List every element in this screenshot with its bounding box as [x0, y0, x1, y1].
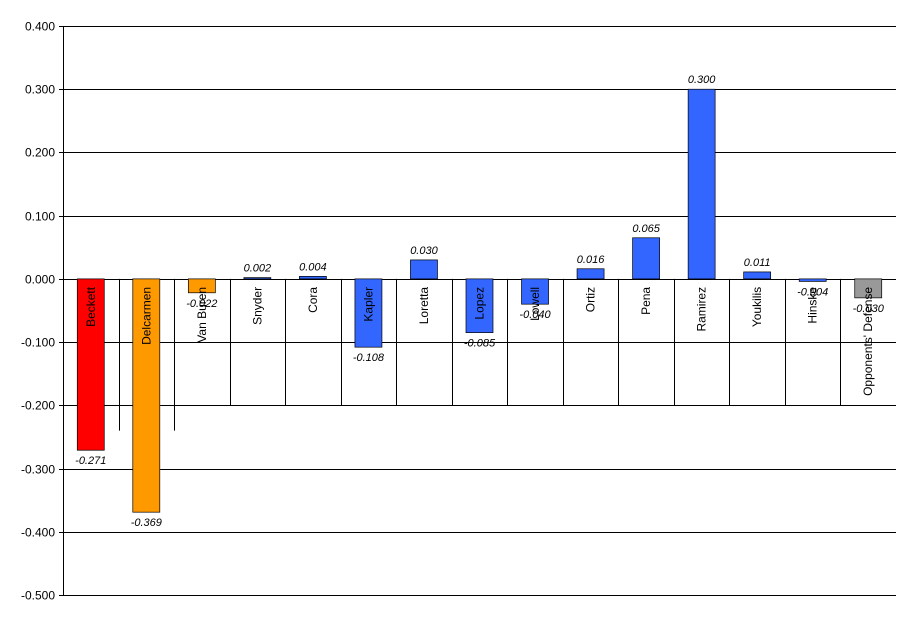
bar-ramirez — [687, 88, 716, 280]
category-label: Loretta — [417, 287, 431, 325]
y-tick-label: 0.100 — [25, 210, 55, 224]
bar-snyder — [243, 277, 272, 280]
y-tick-label: -0.500 — [21, 589, 55, 603]
value-label: 0.002 — [244, 263, 272, 275]
category-label: Delcarmen — [139, 287, 153, 345]
y-tick-label: 0.000 — [25, 273, 55, 287]
value-label: -0.108 — [353, 352, 385, 364]
bar-pena — [632, 237, 660, 280]
y-tick-label: -0.300 — [21, 463, 55, 477]
value-label: 0.004 — [299, 261, 327, 273]
value-label: 0.300 — [688, 74, 716, 86]
category-label: Ramirez — [695, 287, 709, 332]
category-label: Kapler — [361, 287, 375, 322]
y-tick-label: -0.400 — [21, 526, 55, 540]
bars — [76, 88, 883, 513]
category-label: Lopez — [473, 287, 487, 320]
y-tick-label: 0.200 — [25, 146, 55, 160]
category-label: Beckett — [84, 286, 98, 327]
category-label: Hinske — [806, 287, 820, 324]
value-label: -0.369 — [131, 517, 162, 529]
category-label: Cora — [306, 287, 320, 313]
bar-beckett — [76, 278, 105, 451]
bar-van-buren — [187, 278, 216, 294]
bar-hinske — [798, 278, 827, 282]
bar-opponents-defense — [854, 278, 883, 299]
category-label: Opponents' Defense — [861, 287, 875, 396]
bar-lowell — [521, 278, 549, 305]
value-label: -0.030 — [853, 303, 885, 315]
bar-cora — [299, 276, 327, 280]
category-separators — [119, 278, 841, 431]
value-label: -0.040 — [519, 309, 551, 321]
y-tick-label: 0.400 — [25, 20, 55, 34]
category-label: Pena — [639, 287, 653, 315]
y-axis-ticks: 0.400 0.300 0.200 0.100 0.000 -0.100 -0.200 -0.… — [21, 20, 55, 603]
value-label: -0.022 — [186, 298, 217, 310]
bar-ortiz — [576, 268, 605, 280]
value-label: 0.016 — [577, 254, 605, 266]
y-tick-label: -0.200 — [21, 399, 55, 413]
y-tick-label: -0.100 — [21, 336, 55, 350]
value-label: 0.030 — [410, 245, 438, 257]
bar-youkilis — [743, 271, 772, 280]
category-label: Snyder — [250, 287, 264, 325]
value-label: -0.004 — [797, 286, 828, 298]
value-label: 0.011 — [744, 257, 771, 269]
bar-lopez — [465, 278, 494, 333]
bar-kapler — [354, 278, 383, 348]
y-tick-label: 0.300 — [25, 83, 55, 97]
category-label: Van Buren — [195, 287, 209, 343]
category-label: Lowell — [528, 287, 542, 321]
value-label: -0.271 — [75, 455, 106, 467]
value-label: 0.065 — [632, 223, 660, 235]
value-label: -0.085 — [464, 338, 496, 350]
category-label: Ortiz — [584, 287, 598, 312]
bar-loretta — [410, 259, 438, 280]
category-label: Youkilis — [750, 287, 764, 327]
bar-delcarmen — [132, 278, 161, 513]
